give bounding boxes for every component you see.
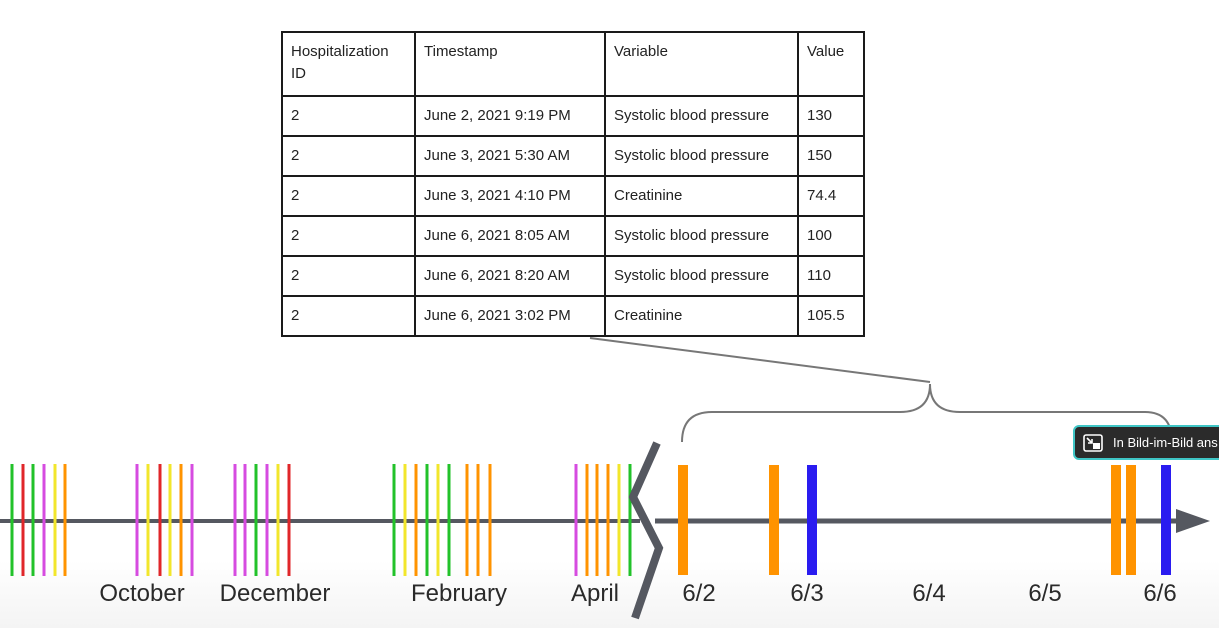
table-row: 2 June 6, 2021 3:02 PM Creatinine 105.5 <box>281 295 865 337</box>
blood-pressure-event-mark <box>1111 465 1121 575</box>
hospitalization-data-table: Hospitalization ID Timestamp Variable Va… <box>281 31 865 337</box>
column-header-variable: Variable <box>604 31 799 97</box>
axis-break-chevron <box>628 441 664 620</box>
table-header-row: Hospitalization ID Timestamp Variable Va… <box>281 31 865 97</box>
cell-hospitalization-id: 2 <box>281 175 416 217</box>
cell-hospitalization-id: 2 <box>281 295 416 337</box>
blood-pressure-event-mark <box>769 465 779 575</box>
cell-value: 105.5 <box>797 295 865 337</box>
cell-value: 74.4 <box>797 175 865 217</box>
cell-hospitalization-id: 2 <box>281 215 416 257</box>
zoom-connector-line <box>589 337 931 383</box>
cell-timestamp: June 6, 2021 8:05 AM <box>414 215 606 257</box>
month-label-february: February <box>411 580 507 607</box>
cell-value: 100 <box>797 215 865 257</box>
blood-pressure-event-mark <box>1126 465 1136 575</box>
pip-label: In Bild-im-Bild ans <box>1113 435 1218 450</box>
cell-variable: Systolic blood pressure <box>604 95 799 137</box>
column-header-timestamp: Timestamp <box>414 31 606 97</box>
cell-timestamp: June 3, 2021 4:10 PM <box>414 175 606 217</box>
cell-variable: Systolic blood pressure <box>604 255 799 297</box>
month-label-december: December <box>220 580 331 607</box>
day-label-6-2: 6/2 <box>682 580 715 607</box>
cell-timestamp: June 6, 2021 3:02 PM <box>414 295 606 337</box>
cell-value: 110 <box>797 255 865 297</box>
cell-timestamp: June 6, 2021 8:20 AM <box>414 255 606 297</box>
blood-pressure-event-mark <box>678 465 688 575</box>
cell-value: 130 <box>797 95 865 137</box>
picture-in-picture-icon <box>1083 433 1103 452</box>
table-row: 2 June 3, 2021 5:30 AM Systolic blood pr… <box>281 135 865 177</box>
cell-hospitalization-id: 2 <box>281 255 416 297</box>
cell-variable: Systolic blood pressure <box>604 135 799 177</box>
month-label-october: October <box>99 580 184 607</box>
day-label-6-6: 6/6 <box>1143 580 1176 607</box>
column-header-value: Value <box>797 31 865 97</box>
cell-timestamp: June 3, 2021 5:30 AM <box>414 135 606 177</box>
cell-value: 150 <box>797 135 865 177</box>
month-label-april: April <box>571 580 619 607</box>
table-row: 2 June 6, 2021 8:20 AM Systolic blood pr… <box>281 255 865 297</box>
creatinine-event-mark <box>807 465 817 575</box>
picture-in-picture-button[interactable]: In Bild-im-Bild ans <box>1073 425 1219 460</box>
timeline-arrowhead <box>1176 509 1210 533</box>
table-row: 2 June 2, 2021 9:19 PM Systolic blood pr… <box>281 95 865 137</box>
table-row: 2 June 6, 2021 8:05 AM Systolic blood pr… <box>281 215 865 257</box>
day-label-6-5: 6/5 <box>1028 580 1061 607</box>
day-label-6-3: 6/3 <box>790 580 823 607</box>
creatinine-event-mark <box>1161 465 1171 575</box>
cell-variable: Creatinine <box>604 295 799 337</box>
column-header-hospitalization-id: Hospitalization ID <box>281 31 416 97</box>
zoom-brace <box>681 383 1173 443</box>
cell-variable: Systolic blood pressure <box>604 215 799 257</box>
cell-timestamp: June 2, 2021 9:19 PM <box>414 95 606 137</box>
day-label-6-4: 6/4 <box>912 580 945 607</box>
cell-variable: Creatinine <box>604 175 799 217</box>
event-marks <box>10 464 1171 576</box>
cell-hospitalization-id: 2 <box>281 135 416 177</box>
cell-hospitalization-id: 2 <box>281 95 416 137</box>
table-row: 2 June 3, 2021 4:10 PM Creatinine 74.4 <box>281 175 865 217</box>
